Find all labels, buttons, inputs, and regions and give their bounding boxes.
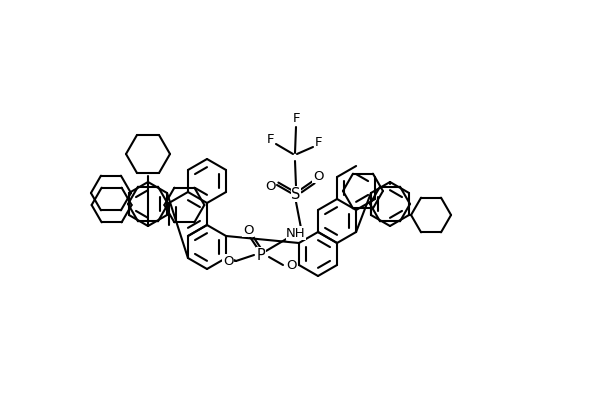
Text: O: O <box>223 255 233 268</box>
Text: NH: NH <box>286 227 306 240</box>
Text: O: O <box>243 224 253 237</box>
Text: O: O <box>286 259 296 272</box>
Text: F: F <box>292 112 300 125</box>
Text: S: S <box>292 187 301 202</box>
Text: O: O <box>264 180 275 193</box>
Text: F: F <box>315 136 322 149</box>
Text: F: F <box>266 133 274 146</box>
Text: O: O <box>313 170 323 183</box>
Text: P: P <box>257 248 266 263</box>
